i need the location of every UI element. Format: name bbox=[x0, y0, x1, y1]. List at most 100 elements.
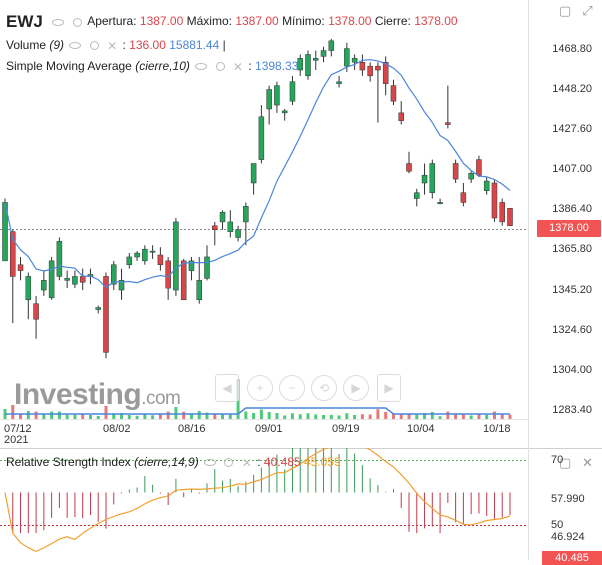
candle[interactable] bbox=[134, 252, 140, 258]
candle[interactable] bbox=[25, 276, 32, 301]
candle[interactable] bbox=[328, 40, 335, 51]
eye-icon[interactable] bbox=[195, 63, 208, 71]
candle[interactable] bbox=[289, 81, 296, 102]
candle[interactable] bbox=[437, 202, 443, 204]
candle[interactable] bbox=[390, 85, 397, 102]
scroll-right-button[interactable]: ▶ bbox=[377, 374, 401, 402]
volume-bar bbox=[267, 412, 271, 419]
candle[interactable] bbox=[429, 163, 436, 193]
candle[interactable] bbox=[398, 112, 404, 121]
candle[interactable] bbox=[72, 276, 78, 285]
candle[interactable] bbox=[173, 221, 179, 291]
candle[interactable] bbox=[507, 208, 513, 227]
candle[interactable] bbox=[359, 61, 366, 71]
volume-bar bbox=[329, 414, 333, 419]
candle[interactable] bbox=[320, 50, 327, 57]
candle[interactable] bbox=[10, 231, 16, 277]
candle[interactable] bbox=[445, 122, 451, 125]
candle[interactable] bbox=[79, 276, 86, 283]
candle[interactable] bbox=[491, 182, 498, 219]
scroll-end-button[interactable]: ▶ bbox=[343, 375, 369, 401]
candle[interactable] bbox=[126, 256, 133, 265]
candle[interactable] bbox=[297, 58, 303, 71]
candle[interactable] bbox=[351, 58, 358, 63]
fullscreen-icon[interactable]: ⤢ bbox=[582, 3, 593, 18]
candle[interactable] bbox=[421, 174, 428, 184]
candle[interactable] bbox=[266, 89, 272, 110]
candle[interactable] bbox=[414, 192, 420, 199]
close-icon[interactable]: ✕ bbox=[241, 455, 252, 470]
gear-icon[interactable] bbox=[72, 17, 82, 27]
candle[interactable] bbox=[227, 221, 234, 232]
minimize-icon[interactable]: ▢ bbox=[559, 455, 572, 470]
candle[interactable] bbox=[468, 172, 474, 180]
candle[interactable] bbox=[305, 54, 311, 77]
candle[interactable] bbox=[142, 248, 148, 262]
candle[interactable] bbox=[204, 256, 210, 279]
scroll-right-icon: ▶ bbox=[384, 381, 394, 395]
date-tick-3: 09/01 bbox=[255, 423, 283, 435]
candle[interactable] bbox=[180, 260, 187, 301]
rsi-last-badge: 40.485 bbox=[542, 551, 602, 565]
candle[interactable] bbox=[64, 278, 70, 281]
gear-icon[interactable] bbox=[89, 41, 99, 51]
candle[interactable] bbox=[250, 163, 257, 184]
plot-border-right bbox=[528, 0, 529, 450]
close-icon[interactable]: ✕ bbox=[107, 38, 118, 53]
candle[interactable] bbox=[103, 276, 109, 353]
candle[interactable] bbox=[149, 250, 156, 253]
candle[interactable] bbox=[118, 280, 125, 291]
gear-icon[interactable] bbox=[224, 458, 234, 468]
candle[interactable] bbox=[33, 303, 39, 320]
candle[interactable] bbox=[476, 159, 482, 176]
eye-icon[interactable] bbox=[204, 459, 217, 467]
rsi-value: 40.485 bbox=[263, 455, 301, 469]
candle[interactable] bbox=[235, 229, 241, 238]
candle[interactable] bbox=[157, 254, 164, 265]
rsi-chart[interactable] bbox=[0, 448, 602, 560]
candle[interactable] bbox=[212, 225, 218, 230]
candle[interactable] bbox=[219, 211, 226, 223]
candle[interactable] bbox=[56, 241, 63, 277]
eye-icon[interactable] bbox=[52, 18, 65, 26]
candle[interactable] bbox=[336, 81, 342, 84]
candle[interactable] bbox=[258, 116, 265, 160]
price-tick-0: 1468.80 bbox=[552, 43, 592, 55]
candle[interactable] bbox=[313, 58, 319, 61]
candle[interactable] bbox=[281, 110, 288, 114]
candle[interactable] bbox=[95, 307, 101, 310]
volume-bar bbox=[492, 411, 496, 419]
candle[interactable] bbox=[243, 206, 249, 223]
candle[interactable] bbox=[188, 260, 195, 271]
volume-bar bbox=[104, 406, 108, 419]
close-icon[interactable]: ✕ bbox=[582, 455, 593, 470]
candle[interactable] bbox=[483, 180, 490, 192]
candle[interactable] bbox=[196, 280, 202, 301]
minimize-icon[interactable]: ▢ bbox=[559, 3, 572, 18]
zoom-in-button[interactable]: + bbox=[247, 375, 273, 401]
candle[interactable] bbox=[41, 280, 47, 291]
candle[interactable] bbox=[111, 264, 117, 285]
scroll-left-button[interactable]: ◀ bbox=[215, 374, 239, 402]
candle[interactable] bbox=[452, 163, 459, 180]
rsi-separator: : bbox=[257, 455, 261, 469]
candle[interactable] bbox=[344, 48, 350, 67]
close-icon[interactable]: ✕ bbox=[232, 59, 243, 74]
gear-icon[interactable] bbox=[215, 62, 225, 72]
candle[interactable] bbox=[460, 192, 467, 203]
volume-bar bbox=[360, 414, 364, 419]
candle[interactable] bbox=[382, 61, 389, 84]
candle[interactable] bbox=[274, 85, 280, 106]
candle[interactable] bbox=[17, 264, 24, 271]
eye-icon[interactable] bbox=[69, 42, 82, 50]
candle[interactable] bbox=[406, 163, 412, 172]
candle[interactable] bbox=[499, 202, 505, 223]
zoom-out-button[interactable]: − bbox=[279, 375, 305, 401]
candle[interactable] bbox=[367, 65, 373, 77]
candle[interactable] bbox=[48, 260, 55, 299]
reset-button[interactable]: ⟲ bbox=[311, 375, 337, 401]
candle[interactable] bbox=[375, 65, 381, 71]
sma-label: Simple Moving Average bbox=[6, 59, 132, 73]
price-tick-4: 1386.40 bbox=[552, 203, 592, 215]
rsi-legend: Relative Strength Index (cierre,14,9) ✕ … bbox=[6, 455, 341, 470]
